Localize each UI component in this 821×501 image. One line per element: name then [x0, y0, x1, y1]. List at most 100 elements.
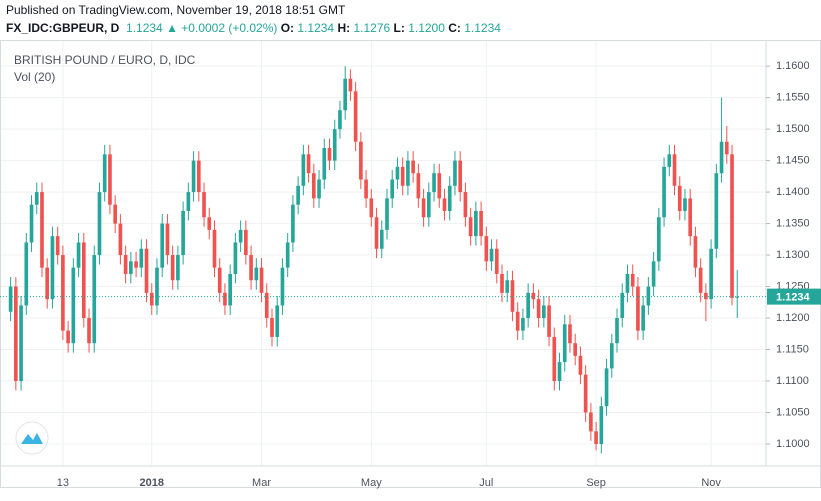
- candle-body: [8, 286, 13, 312]
- y-tick-label: 1.1400: [776, 186, 810, 198]
- candle-body: [568, 324, 572, 344]
- candle-body: [515, 311, 520, 331]
- candle-body: [244, 229, 248, 256]
- candle-body: [113, 204, 117, 224]
- candle-body: [14, 286, 18, 381]
- candle-body: [709, 248, 713, 300]
- candle-body: [186, 192, 191, 211]
- change: +0.0002 (+0.02%): [181, 21, 278, 35]
- candle-body: [81, 242, 86, 319]
- candle-body: [301, 154, 306, 186]
- candle-body: [191, 160, 196, 193]
- header: Published on TradingView.com, November 1…: [0, 0, 821, 40]
- candle-body: [264, 292, 269, 319]
- candle-body: [437, 173, 442, 199]
- candle-body: [275, 305, 280, 337]
- y-tick-label: 1.1300: [776, 249, 810, 261]
- last-price-box: [767, 288, 821, 305]
- candle-body: [212, 229, 217, 268]
- candle-body: [92, 255, 97, 344]
- candle-body: [233, 242, 238, 274]
- candle-body: [677, 185, 682, 211]
- candle-body: [636, 286, 640, 331]
- candle-body: [662, 166, 666, 218]
- candle-body: [406, 160, 410, 186]
- x-tick-label: Sep: [586, 477, 606, 489]
- candle-body: [207, 217, 212, 230]
- candle-body: [327, 148, 332, 161]
- x-tick-label: 13: [57, 477, 69, 489]
- ohlc-value: 1.1234: [464, 21, 501, 35]
- candle-body: [474, 210, 478, 237]
- candle-body: [573, 343, 578, 356]
- candle-body: [683, 198, 687, 211]
- candle-body: [578, 355, 583, 375]
- candle-body: [144, 248, 149, 293]
- candle-body: [19, 305, 23, 381]
- candle-body: [353, 91, 358, 142]
- candle-body: [604, 368, 609, 407]
- candle-body: [134, 261, 138, 268]
- candle-body: [160, 223, 165, 268]
- candle-body: [609, 343, 614, 369]
- ohlc-label: C:: [448, 21, 461, 35]
- candle-body: [672, 154, 677, 186]
- candle-body: [259, 267, 264, 293]
- candle-body: [484, 236, 489, 262]
- candle-body: [139, 248, 144, 268]
- candle-body: [651, 261, 656, 287]
- candle-body: [521, 318, 525, 331]
- candle-body: [724, 141, 729, 155]
- last-price-label: 1.1234: [776, 292, 811, 304]
- candle-body: [348, 78, 353, 92]
- ohlc-label: H:: [337, 21, 351, 35]
- candle-body: [526, 292, 530, 319]
- candle-body: [646, 286, 651, 306]
- x-tick-label: May: [361, 477, 382, 489]
- candle-body: [165, 223, 170, 256]
- candle-body: [667, 154, 672, 167]
- candle-body: [66, 330, 70, 344]
- candle-body: [369, 198, 374, 218]
- y-tick-label: 1.1000: [776, 438, 810, 450]
- candle-body: [338, 110, 342, 130]
- candle-body: [657, 217, 661, 262]
- candle-body: [176, 255, 180, 281]
- candle-body: [547, 305, 551, 337]
- candle-body: [71, 267, 76, 344]
- ohlc-value: 1.1234: [297, 21, 335, 35]
- candle-body: [155, 267, 159, 306]
- candle-body: [364, 179, 368, 199]
- candle-body: [552, 336, 557, 381]
- chart-frame: [0, 40, 821, 488]
- candle-body: [620, 292, 625, 319]
- candle-body: [108, 154, 112, 205]
- candle-body: [379, 229, 384, 249]
- x-tick-label: Jul: [479, 477, 493, 489]
- up-arrow: ▲: [166, 21, 178, 35]
- candle-body: [61, 255, 65, 331]
- candle-body: [359, 141, 363, 180]
- candle-body: [421, 198, 426, 218]
- chart-title: BRITISH POUND / EURO, D, IDC: [14, 53, 196, 67]
- candle-body: [97, 192, 102, 256]
- last-price: 1.1234: [126, 21, 163, 35]
- candle-body: [223, 292, 227, 306]
- candle-body: [730, 154, 734, 298]
- candle-body: [479, 210, 483, 237]
- symbol: FX_IDC:GBPEUR, D: [6, 21, 120, 35]
- candle-body: [463, 192, 468, 218]
- candle-body: [228, 273, 233, 306]
- candle-body: [735, 296, 740, 298]
- y-tick-label: 1.1550: [776, 92, 810, 104]
- candle-body: [562, 324, 567, 363]
- candle-body: [123, 255, 128, 274]
- candle-body: [625, 273, 630, 293]
- candle-body: [29, 204, 34, 243]
- candle-body: [432, 173, 436, 193]
- candle-body: [149, 292, 154, 306]
- y-tick-label: 1.1450: [776, 155, 810, 167]
- y-tick-label: 1.1100: [776, 375, 809, 387]
- candle-body: [390, 179, 395, 199]
